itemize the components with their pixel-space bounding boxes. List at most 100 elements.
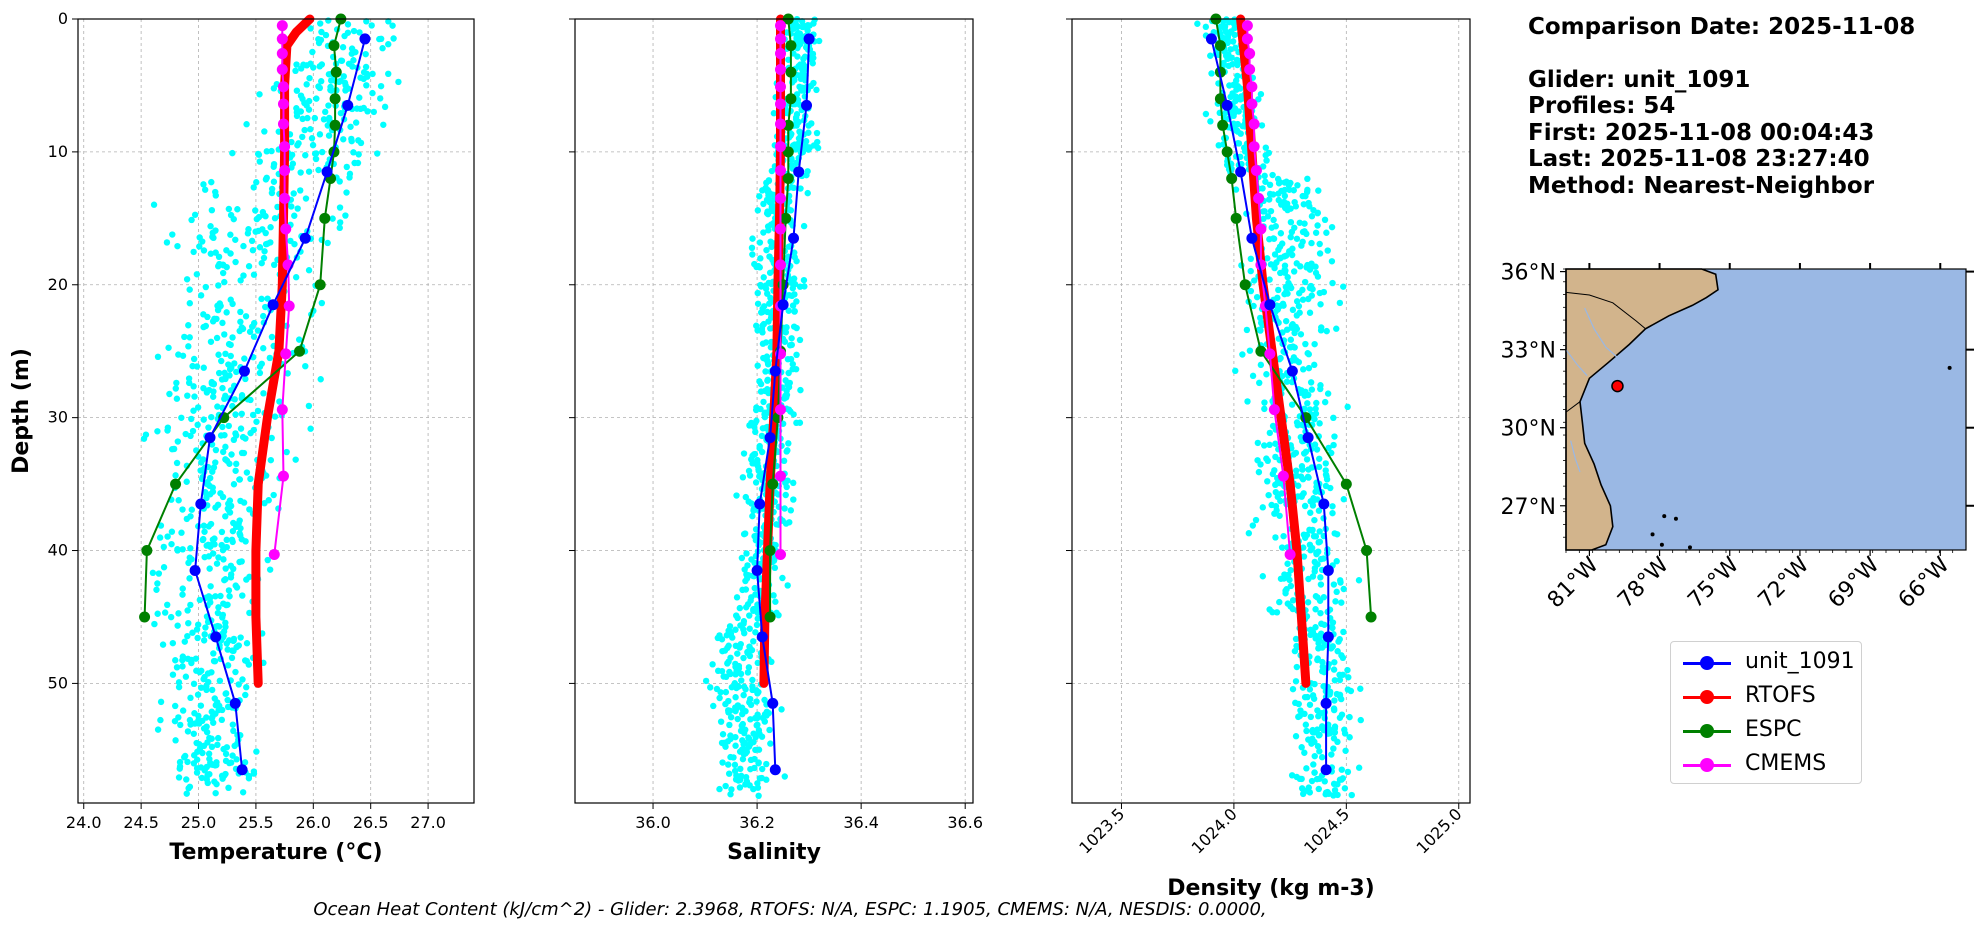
scatter-point — [193, 363, 201, 370]
scatter-point — [268, 189, 276, 197]
scatter-point — [216, 677, 224, 685]
scatter-point — [1258, 122, 1266, 129]
data-point — [280, 348, 292, 360]
scatter-point — [193, 626, 201, 633]
scatter-point — [227, 352, 234, 360]
scatter-point — [297, 92, 305, 99]
scatter-point — [788, 292, 796, 300]
data-point — [210, 631, 222, 643]
data-point — [775, 63, 787, 75]
scatter-point — [337, 109, 345, 117]
scatter-point — [224, 601, 231, 608]
scatter-point — [1308, 464, 1316, 471]
scatter-point — [1330, 706, 1338, 714]
scatter-point — [750, 638, 757, 645]
scatter-point — [179, 591, 186, 598]
scatter-point — [753, 417, 760, 425]
x-tick-label: 1024.5 — [1300, 804, 1353, 857]
scatter-point — [175, 774, 183, 781]
scatter-point — [160, 543, 167, 551]
scatter-point — [324, 122, 331, 129]
scatter-point — [1232, 97, 1239, 105]
data-point — [1340, 478, 1352, 490]
scatter-point — [1323, 229, 1330, 236]
scatter-point — [297, 187, 304, 194]
scatter-point — [213, 560, 221, 567]
scatter-point — [1308, 239, 1315, 247]
scatter-point — [735, 777, 742, 784]
scatter-point — [1279, 300, 1287, 307]
scatter-point — [322, 108, 329, 116]
scatter-point — [1289, 306, 1297, 314]
data-point — [767, 697, 779, 709]
scatter-point — [1317, 327, 1325, 334]
island — [1662, 514, 1667, 519]
scatter-point — [313, 95, 320, 102]
scatter-point — [1260, 208, 1267, 215]
scatter-point — [208, 686, 216, 694]
scatter-point — [1229, 110, 1237, 118]
scatter-point — [195, 717, 202, 724]
scatter-point — [1306, 686, 1314, 693]
data-point — [767, 478, 779, 490]
scatter-point — [1311, 441, 1319, 448]
scatter-point — [1234, 82, 1242, 90]
scatter-point — [1320, 555, 1327, 562]
scatter-point — [1331, 677, 1339, 684]
scatter-point — [1293, 235, 1301, 242]
scatter-point — [276, 398, 283, 405]
scatter-point — [352, 119, 360, 126]
scatter-point — [726, 707, 734, 715]
data-point — [1244, 48, 1256, 60]
glider-location-marker — [1611, 379, 1624, 393]
scatter-point — [1233, 127, 1241, 134]
scatter-point — [1317, 609, 1324, 617]
scatter-point — [1234, 60, 1241, 68]
scatter-point — [381, 103, 389, 111]
data-point — [1221, 99, 1233, 111]
scatter-point — [291, 212, 298, 219]
scatter-point — [175, 351, 182, 358]
scatter-point — [1327, 644, 1335, 651]
scatter-point — [815, 37, 823, 45]
scatter-point — [218, 357, 225, 365]
scatter-point — [779, 420, 787, 427]
scatter-point — [804, 27, 811, 34]
data-point — [1264, 299, 1276, 311]
scatter-point — [292, 456, 299, 463]
data-point — [788, 232, 800, 244]
scatter-point — [242, 313, 250, 320]
scatter-point — [212, 593, 219, 600]
scatter-point — [215, 262, 222, 270]
scatter-point — [207, 338, 215, 345]
scatter-point — [758, 765, 766, 773]
scatter-point — [156, 534, 164, 541]
scatter-point — [1263, 157, 1270, 164]
scatter-point — [1331, 697, 1338, 704]
scatter-point — [253, 748, 260, 755]
scatter-point — [1322, 460, 1329, 467]
scatter-point — [188, 506, 196, 513]
data-point — [329, 119, 341, 131]
state-border — [1565, 291, 1646, 330]
scatter-point — [311, 150, 319, 157]
scatter-point — [1314, 222, 1321, 229]
scatter-point — [305, 168, 313, 175]
data-point — [1365, 611, 1377, 623]
scatter-point — [1320, 683, 1327, 690]
scatter-point — [220, 556, 227, 563]
scatter-point — [795, 135, 803, 142]
lat-label: 27°N — [1501, 495, 1556, 520]
x-axis-label: Density (kg m-3) — [1167, 876, 1375, 901]
scatter-point — [1319, 663, 1326, 670]
scatter-point — [210, 388, 217, 395]
scatter-point — [1304, 175, 1311, 183]
scatter-point — [188, 415, 195, 423]
island — [1673, 516, 1678, 521]
scatter-point — [181, 333, 188, 341]
scatter-point — [710, 702, 717, 710]
scatter-point — [1320, 594, 1328, 601]
scatter-point — [757, 283, 765, 290]
scatter-point — [356, 94, 363, 101]
comparison-info: Comparison Date: 2025-11-08 Glider: unit… — [1528, 14, 1915, 199]
